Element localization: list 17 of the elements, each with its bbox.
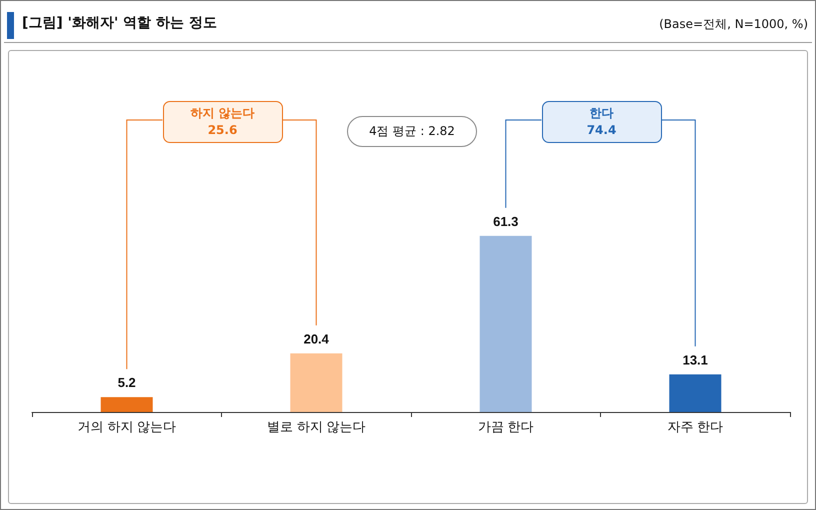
x-tick-label: 별로 하지 않는다	[267, 419, 366, 434]
chart-subtitle: (Base=전체, N=1000, %)	[659, 16, 808, 33]
chart-title: [그림] '화해자' 역할 하는 정도	[22, 14, 217, 32]
text: 하지 않는다 25.6	[190, 106, 255, 137]
bar	[100, 397, 153, 412]
data-label: 13.1	[682, 352, 708, 368]
data-label: 5.2	[118, 375, 136, 390]
data-label: 61.3	[493, 214, 518, 229]
text: 4점 평균 : 2.82	[369, 124, 455, 138]
x-tick-label: 가끔 한다	[478, 419, 534, 434]
bar	[290, 353, 342, 412]
bar	[480, 236, 532, 412]
x-tick-label: 자주 한다	[667, 419, 724, 434]
x-tick-label: 거의 하지 않는다	[78, 419, 176, 434]
text: 한다 74.4	[586, 106, 616, 137]
data-label: 20.4	[304, 331, 330, 346]
bar	[669, 374, 722, 412]
